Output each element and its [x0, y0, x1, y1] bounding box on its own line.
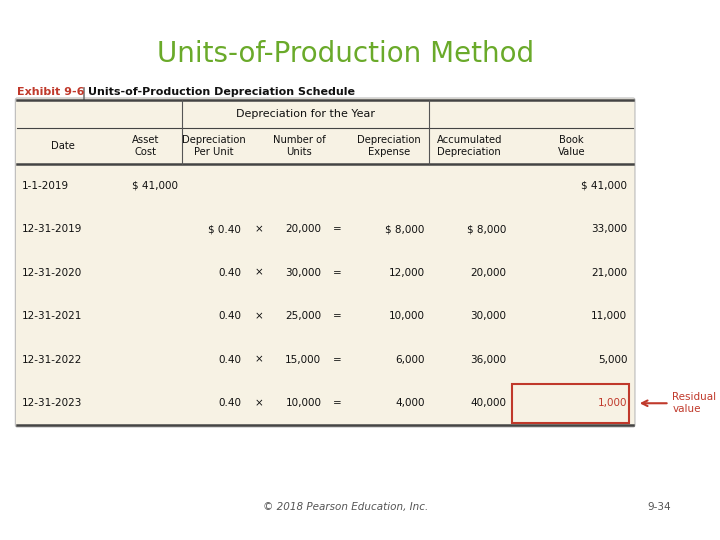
Text: 9-34: 9-34 — [648, 502, 672, 512]
Text: 25,000: 25,000 — [285, 311, 321, 321]
Text: Accumulated
Depreciation: Accumulated Depreciation — [436, 135, 502, 157]
Text: 0.40: 0.40 — [218, 311, 241, 321]
Text: 11,000: 11,000 — [591, 311, 627, 321]
Text: =: = — [333, 311, 342, 321]
Text: ×: × — [255, 399, 264, 408]
Text: 12-31-2022: 12-31-2022 — [22, 355, 82, 365]
Text: 1-1-2019: 1-1-2019 — [22, 181, 69, 191]
Text: $ 0.40: $ 0.40 — [208, 224, 241, 234]
Text: $ 41,000: $ 41,000 — [581, 181, 627, 191]
Text: Asset
Cost: Asset Cost — [132, 135, 159, 157]
Text: ×: × — [255, 311, 264, 321]
Text: 0.40: 0.40 — [218, 268, 241, 278]
Text: 10,000: 10,000 — [285, 399, 321, 408]
Text: 12-31-2020: 12-31-2020 — [22, 268, 82, 278]
Text: Exhibit 9-6: Exhibit 9-6 — [17, 87, 85, 97]
Text: $ 8,000: $ 8,000 — [467, 224, 506, 234]
Text: 0.40: 0.40 — [218, 399, 241, 408]
Text: =: = — [333, 355, 342, 365]
Text: 30,000: 30,000 — [470, 311, 506, 321]
Text: 12-31-2021: 12-31-2021 — [22, 311, 82, 321]
Text: 20,000: 20,000 — [470, 268, 506, 278]
Text: 36,000: 36,000 — [470, 355, 506, 365]
Text: =: = — [333, 268, 342, 278]
Text: $ 41,000: $ 41,000 — [132, 181, 179, 191]
Text: Date: Date — [51, 141, 75, 151]
Text: © 2018 Pearson Education, Inc.: © 2018 Pearson Education, Inc. — [263, 502, 428, 512]
Text: 15,000: 15,000 — [285, 355, 321, 365]
Text: 12-31-2019: 12-31-2019 — [22, 224, 82, 234]
Text: Depreciation for the Year: Depreciation for the Year — [236, 109, 375, 119]
Text: Residual
value: Residual value — [672, 393, 716, 414]
Text: 33,000: 33,000 — [591, 224, 627, 234]
Text: 4,000: 4,000 — [395, 399, 425, 408]
Text: $ 8,000: $ 8,000 — [385, 224, 425, 234]
Text: ×: × — [255, 224, 264, 234]
Text: 30,000: 30,000 — [285, 268, 321, 278]
Text: 1,000: 1,000 — [598, 399, 627, 408]
Text: Depreciation
Expense: Depreciation Expense — [357, 135, 421, 157]
Text: 5,000: 5,000 — [598, 355, 627, 365]
Text: ×: × — [255, 268, 264, 278]
Text: 10,000: 10,000 — [389, 311, 425, 321]
Text: Depreciation
Per Unit: Depreciation Per Unit — [182, 135, 246, 157]
Text: 6,000: 6,000 — [395, 355, 425, 365]
Text: 0.40: 0.40 — [218, 355, 241, 365]
Text: 12,000: 12,000 — [389, 268, 425, 278]
Text: ×: × — [255, 355, 264, 365]
Text: 12-31-2023: 12-31-2023 — [22, 399, 82, 408]
Text: 40,000: 40,000 — [470, 399, 506, 408]
Text: =: = — [333, 399, 342, 408]
Text: Number of
Units: Number of Units — [273, 135, 325, 157]
Text: Book
Value: Book Value — [558, 135, 585, 157]
Text: Units-of-Production Depreciation Schedule: Units-of-Production Depreciation Schedul… — [89, 87, 355, 97]
Text: 20,000: 20,000 — [285, 224, 321, 234]
FancyBboxPatch shape — [15, 98, 635, 427]
Text: Units-of-Production Method: Units-of-Production Method — [157, 40, 534, 68]
Text: 21,000: 21,000 — [591, 268, 627, 278]
Text: =: = — [333, 224, 342, 234]
